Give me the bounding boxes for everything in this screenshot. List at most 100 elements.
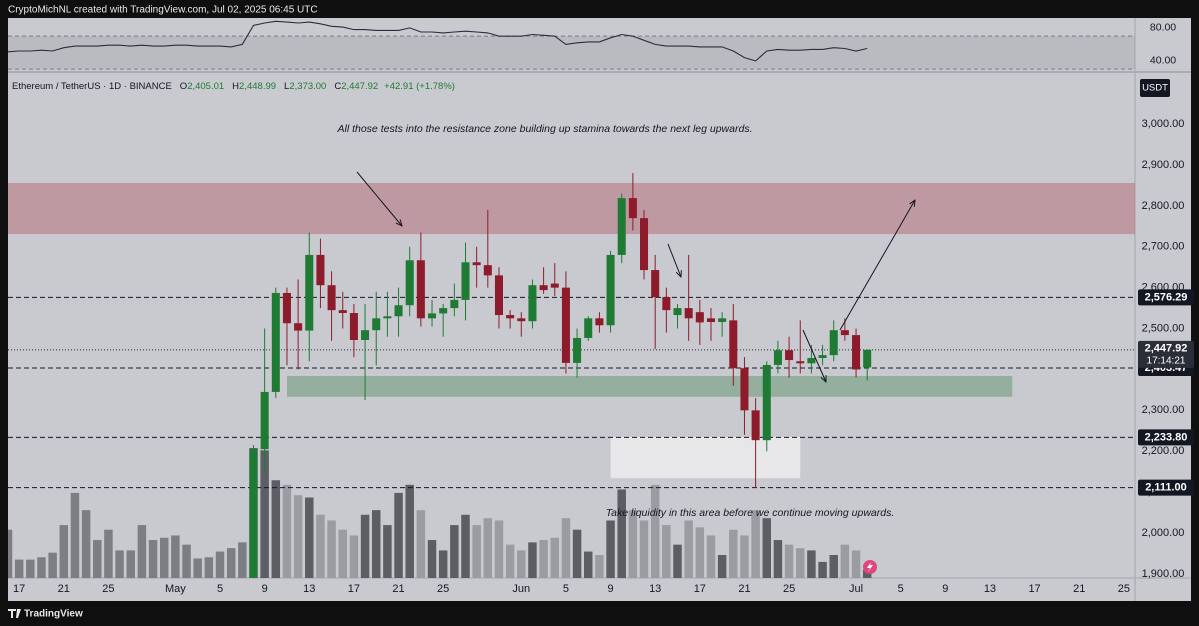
candle-body bbox=[383, 316, 392, 319]
price-label-box bbox=[1138, 289, 1194, 306]
volume-bar bbox=[204, 557, 214, 578]
legend-key: H bbox=[232, 81, 239, 92]
candle-body bbox=[249, 449, 258, 578]
legend-key: C bbox=[334, 81, 341, 92]
volume-bar bbox=[338, 529, 347, 578]
x-tick-label: 5 bbox=[563, 583, 569, 595]
candle-body bbox=[706, 318, 715, 323]
volume bbox=[8, 448, 872, 578]
rsi-band bbox=[8, 36, 1135, 70]
volume-bar bbox=[37, 557, 46, 578]
candles bbox=[249, 173, 872, 578]
volume-bar bbox=[171, 535, 180, 578]
legend: Ethereum / TetherUS · 1D · BINANCE O2,405… bbox=[12, 81, 455, 92]
candle-body bbox=[852, 335, 861, 370]
candle-body bbox=[695, 312, 704, 323]
candle-body bbox=[863, 349, 872, 368]
volume-bar bbox=[818, 561, 827, 578]
volume-bar bbox=[450, 525, 459, 578]
chart-background bbox=[8, 18, 1191, 601]
y-tick-label: 3,000.00 bbox=[1142, 118, 1185, 130]
candle-body bbox=[762, 364, 771, 441]
candle-body bbox=[428, 313, 437, 319]
volume-bar bbox=[762, 518, 772, 578]
arrow bbox=[839, 200, 915, 331]
x-tick-label: 5 bbox=[898, 583, 904, 595]
volume-bar bbox=[796, 548, 805, 578]
candle-body bbox=[450, 299, 459, 309]
volume-bar bbox=[695, 527, 705, 578]
candle-body bbox=[561, 287, 570, 363]
candle-body bbox=[617, 198, 626, 255]
volume-bar bbox=[26, 559, 35, 578]
candle-body bbox=[807, 357, 816, 364]
y-tick-label: 2,900.00 bbox=[1142, 159, 1185, 171]
candle-body bbox=[517, 318, 526, 322]
volume-bar bbox=[360, 514, 370, 578]
candle-body bbox=[483, 265, 492, 276]
volume-bar bbox=[215, 551, 225, 578]
volume-bar bbox=[505, 544, 515, 578]
last-price-label: 2,447.92 bbox=[1145, 343, 1188, 355]
volume-bar bbox=[550, 537, 560, 578]
volume-bar bbox=[394, 492, 403, 578]
volume-bar bbox=[517, 550, 526, 578]
candle-body bbox=[840, 330, 849, 336]
candle-body bbox=[338, 310, 347, 314]
volume-bar bbox=[706, 535, 716, 578]
volume-bar bbox=[461, 514, 470, 578]
legend-key: L bbox=[284, 81, 289, 92]
volume-bar bbox=[639, 520, 649, 578]
candle-body bbox=[773, 350, 782, 365]
candle-body bbox=[472, 262, 481, 266]
candle-body bbox=[628, 198, 637, 219]
candle-body bbox=[439, 308, 448, 314]
candle-body bbox=[327, 285, 336, 311]
rsi-line bbox=[8, 20, 868, 62]
volume-bar bbox=[427, 540, 437, 578]
candle-body bbox=[829, 330, 838, 356]
volume-bar bbox=[840, 544, 850, 578]
volume-bar bbox=[48, 552, 57, 578]
volume-bar bbox=[126, 550, 135, 578]
candle-body bbox=[718, 318, 727, 323]
candle-body bbox=[494, 275, 503, 316]
volume-bar bbox=[305, 497, 314, 578]
volume-bar bbox=[673, 544, 682, 578]
volume-bar bbox=[371, 510, 381, 578]
volume-bar bbox=[472, 525, 481, 578]
candle-body bbox=[405, 260, 414, 306]
y-tick-label: 2,800.00 bbox=[1142, 200, 1185, 212]
volume-bar bbox=[617, 489, 626, 578]
volume-bar bbox=[159, 537, 169, 578]
price-label-box bbox=[1138, 429, 1194, 446]
arrow bbox=[356, 171, 402, 226]
x-tick-label: 17 bbox=[694, 583, 706, 595]
volume-bar bbox=[182, 544, 191, 578]
legend-value: 2,373.00 bbox=[289, 81, 326, 92]
footer: TradingView bbox=[24, 609, 83, 620]
x-tick-label: 21 bbox=[738, 583, 750, 595]
volume-bar bbox=[416, 510, 426, 578]
candle-body bbox=[550, 283, 559, 288]
currency-button[interactable] bbox=[1140, 79, 1170, 97]
volume-bar bbox=[148, 540, 158, 578]
volume-bar bbox=[282, 484, 292, 578]
candle-body bbox=[785, 350, 794, 361]
volume-bar bbox=[717, 555, 727, 578]
x-tick-label: 21 bbox=[1073, 583, 1085, 595]
volume-bar bbox=[662, 525, 671, 578]
volume-bar bbox=[104, 529, 113, 578]
axes: 3,000.002,900.002,800.002,700.002,600.00… bbox=[13, 118, 1194, 595]
price-label-box bbox=[1138, 479, 1194, 496]
candle-body bbox=[349, 313, 358, 340]
currency-label[interactable]: USDT bbox=[1142, 83, 1168, 94]
volume-bar bbox=[572, 529, 582, 578]
legend-symbol: Ethereum / TetherUS · 1D · BINANCE bbox=[12, 81, 172, 92]
volume-bar bbox=[226, 548, 236, 578]
candle-body bbox=[282, 292, 291, 324]
rsi-tick-label: 40.00 bbox=[1150, 55, 1176, 67]
volume-bar bbox=[684, 520, 693, 578]
